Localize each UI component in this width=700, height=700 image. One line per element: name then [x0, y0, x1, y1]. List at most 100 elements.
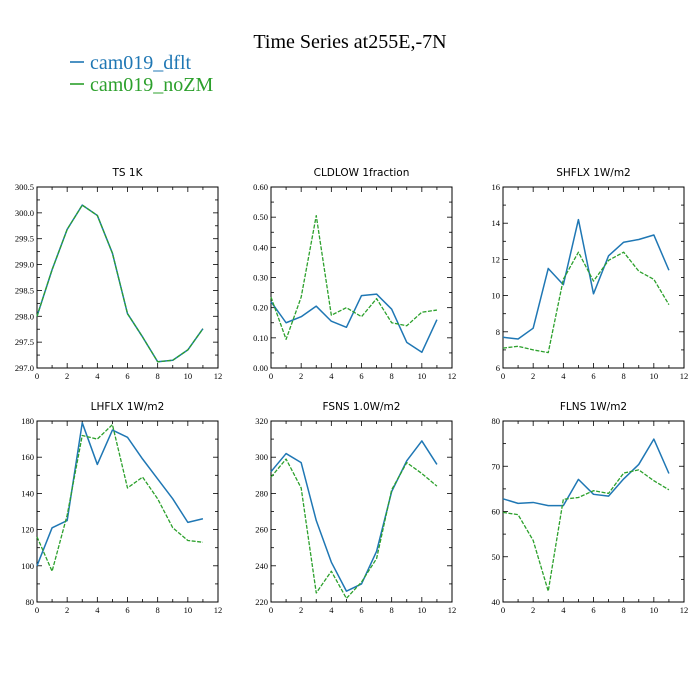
- plot-frame: [502, 420, 685, 603]
- x-tick-label: 10: [650, 371, 659, 381]
- y-tick-label: 298.0: [15, 311, 34, 321]
- x-tick-label: 6: [359, 605, 363, 615]
- y-tick-label: 299.0: [15, 260, 34, 270]
- x-tick-label: 2: [531, 371, 535, 381]
- y-tick-label: 297.0: [15, 363, 34, 373]
- y-tick-label: 10: [492, 291, 501, 301]
- y-tick-label: 180: [21, 416, 34, 426]
- series-line-nozm: [270, 215, 438, 340]
- y-tick-label: 0.40: [253, 242, 268, 252]
- panel-title: FSNS 1.0W/m2: [323, 401, 401, 413]
- x-tick-label: 0: [501, 605, 505, 615]
- x-tick-label: 0: [35, 371, 39, 381]
- x-tick-label: 4: [329, 605, 334, 615]
- y-tick-label: 8: [496, 327, 500, 337]
- panel-title: FLNS 1W/m2: [560, 401, 627, 413]
- x-tick-label: 4: [95, 371, 100, 381]
- y-tick-label: 280: [255, 488, 268, 498]
- x-tick-label: 10: [184, 605, 193, 615]
- x-tick-label: 12: [448, 605, 457, 615]
- x-tick-label: 12: [680, 605, 689, 615]
- x-tick-label: 2: [531, 605, 535, 615]
- y-tick-label: 50: [492, 552, 501, 562]
- legend-label-dflt: cam019_dflt: [90, 52, 192, 74]
- y-tick-label: 120: [21, 525, 34, 535]
- legend-label-nozm: cam019_noZM: [90, 74, 214, 96]
- x-tick-label: 6: [591, 371, 595, 381]
- y-tick-label: 0.00: [253, 363, 268, 373]
- y-tick-label: 0.50: [253, 212, 268, 222]
- x-tick-label: 4: [95, 605, 100, 615]
- y-tick-label: 297.5: [15, 337, 34, 347]
- x-tick-label: 12: [448, 371, 457, 381]
- x-tick-label: 8: [390, 605, 394, 615]
- x-tick-label: 0: [501, 371, 505, 381]
- panel-title: CLDLOW 1fraction: [314, 167, 410, 179]
- plot-frame: [36, 420, 219, 603]
- x-tick-label: 0: [269, 371, 273, 381]
- y-tick-label: 12: [492, 254, 501, 264]
- x-tick-label: 6: [125, 605, 129, 615]
- x-tick-label: 2: [299, 371, 303, 381]
- series-line-dflt: [502, 218, 670, 340]
- series-line-nozm: [270, 458, 438, 600]
- y-tick-label: 0.30: [253, 273, 268, 283]
- series-line-nozm: [36, 423, 203, 572]
- figure-title: Time Series at255E,-7N: [253, 31, 446, 53]
- series-line-dflt: [270, 293, 438, 354]
- x-tick-label: 10: [650, 605, 659, 615]
- x-tick-label: 12: [214, 371, 223, 381]
- chart-panel-0: TS 1K 0 2 4 6 8 10 12 297.0 297.5 298.0 298.5 299.0 2…: [15, 167, 222, 381]
- x-tick-label: 0: [269, 605, 273, 615]
- x-tick-label: 8: [156, 371, 160, 381]
- chart-panel-4: FSNS 1.0W/m2 0 2 4 6 8 10 12 220 240 260 280 300 320: [255, 401, 456, 615]
- x-tick-label: 12: [680, 371, 689, 381]
- panel-title: TS 1K: [112, 167, 144, 179]
- x-tick-label: 2: [65, 605, 69, 615]
- x-tick-label: 4: [561, 371, 566, 381]
- y-tick-label: 0.20: [253, 303, 268, 313]
- x-tick-label: 6: [359, 371, 363, 381]
- y-tick-label: 140: [21, 488, 34, 498]
- x-tick-label: 8: [156, 605, 160, 615]
- y-tick-label: 300.5: [15, 182, 34, 192]
- plot-frame: [502, 186, 685, 369]
- x-tick-label: 2: [299, 605, 303, 615]
- x-tick-label: 10: [418, 371, 427, 381]
- legend: cam019_dflt cam019_noZM: [70, 52, 214, 96]
- x-tick-label: 8: [622, 605, 626, 615]
- x-tick-label: 0: [35, 605, 39, 615]
- series-line-dflt: [36, 422, 204, 567]
- chart-panel-5: FLNS 1W/m2 0 2 4 6 8 10 12 40 50 60 70 80: [492, 401, 689, 615]
- y-tick-label: 300: [255, 452, 268, 462]
- x-tick-label: 8: [390, 371, 394, 381]
- y-tick-label: 320: [255, 416, 268, 426]
- y-tick-label: 300.0: [15, 208, 34, 218]
- y-tick-label: 70: [492, 461, 501, 471]
- y-tick-label: 40: [492, 597, 501, 607]
- plot-frame: [36, 186, 219, 369]
- series-line-nozm: [502, 251, 670, 354]
- y-tick-label: 14: [492, 218, 501, 228]
- x-tick-label: 6: [591, 605, 595, 615]
- x-tick-label: 10: [184, 371, 193, 381]
- series-line-nozm: [502, 469, 670, 592]
- series-line-nozm: [36, 204, 204, 363]
- panel-title: SHFLX 1W/m2: [556, 167, 631, 179]
- plot-frame: [270, 420, 453, 603]
- y-tick-label: 60: [492, 507, 501, 517]
- chart-panel-3: LHFLX 1W/m2 0 2 4 6 8 10 12 80 100 120 140 160 180: [21, 401, 222, 615]
- x-tick-label: 4: [329, 371, 334, 381]
- y-tick-label: 298.5: [15, 285, 34, 295]
- y-tick-label: 80: [26, 597, 35, 607]
- y-tick-label: 16: [492, 182, 501, 192]
- y-tick-label: 160: [21, 452, 34, 462]
- x-tick-label: 6: [125, 371, 129, 381]
- y-tick-label: 0.60: [253, 182, 268, 192]
- y-tick-label: 220: [255, 597, 268, 607]
- x-tick-label: 12: [214, 605, 223, 615]
- y-tick-label: 260: [255, 525, 268, 535]
- y-tick-label: 100: [21, 561, 34, 571]
- x-tick-label: 4: [561, 605, 566, 615]
- y-tick-label: 299.5: [15, 234, 34, 244]
